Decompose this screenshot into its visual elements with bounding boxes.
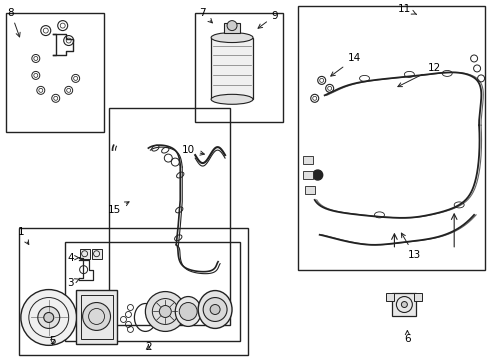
Text: 15: 15	[108, 202, 129, 215]
Text: 13: 13	[401, 233, 420, 260]
Bar	[224, 23, 240, 32]
Circle shape	[179, 302, 197, 320]
Ellipse shape	[211, 94, 252, 104]
Bar	[76, 289, 117, 345]
Text: 10: 10	[181, 145, 204, 155]
Circle shape	[145, 292, 185, 332]
Text: 1: 1	[18, 227, 29, 244]
Bar	[392, 293, 415, 316]
Text: 14: 14	[330, 54, 361, 76]
Text: 4: 4	[67, 253, 80, 263]
Circle shape	[226, 21, 237, 31]
Circle shape	[210, 305, 220, 315]
Text: 6: 6	[403, 330, 410, 345]
Bar	[413, 293, 422, 301]
Ellipse shape	[211, 32, 252, 42]
Text: 7: 7	[199, 8, 212, 23]
Bar	[297, 6, 484, 270]
Bar	[6, 13, 103, 132]
Bar	[91, 249, 102, 259]
Text: 8: 8	[8, 8, 20, 37]
Circle shape	[38, 306, 60, 328]
Circle shape	[21, 289, 77, 345]
Text: 9: 9	[258, 11, 278, 28]
Circle shape	[82, 302, 110, 330]
Bar	[195, 13, 282, 122]
Bar	[302, 156, 312, 164]
Bar	[19, 228, 247, 355]
Text: 3: 3	[67, 278, 79, 288]
Text: 12: 12	[397, 63, 440, 87]
Text: 5: 5	[49, 336, 56, 346]
Circle shape	[312, 170, 322, 180]
Bar	[80, 249, 89, 259]
Circle shape	[203, 298, 226, 321]
Ellipse shape	[198, 291, 232, 328]
Circle shape	[44, 312, 54, 323]
Circle shape	[159, 306, 171, 318]
Text: 11: 11	[397, 4, 415, 14]
Bar	[81, 294, 112, 339]
Bar	[108, 108, 229, 325]
Bar	[302, 171, 312, 179]
Bar	[386, 293, 394, 301]
Bar	[304, 186, 314, 194]
Ellipse shape	[175, 297, 201, 327]
Text: 2: 2	[145, 342, 151, 352]
Circle shape	[401, 302, 407, 307]
Bar	[64, 242, 240, 341]
Bar	[211, 37, 252, 99]
